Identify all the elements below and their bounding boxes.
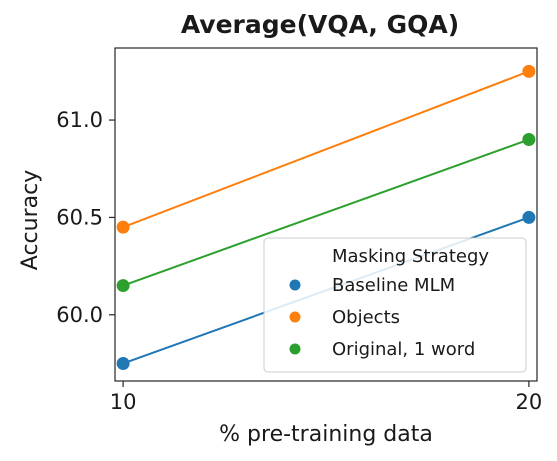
- data-point-0-0: [116, 356, 130, 370]
- data-point-1-1: [522, 64, 536, 78]
- plot-frame: [114, 47, 538, 382]
- series-line-2: [122, 138, 530, 287]
- y-axis-label: Accuracy: [18, 170, 43, 270]
- x-axis-label: % pre-training data: [219, 422, 433, 447]
- y-tick-label-2: 61.0: [56, 108, 103, 132]
- legend-label-1: Objects: [332, 307, 400, 328]
- legend-label-2: Original, 1 word: [332, 339, 475, 360]
- legend-marker-0: [289, 279, 301, 291]
- series-line-1: [122, 70, 530, 229]
- data-point-0-1: [522, 210, 536, 224]
- x-tick-label-1: 20: [516, 390, 543, 414]
- chart-title: Average(VQA, GQA): [181, 10, 459, 39]
- data-point-2-0: [116, 279, 130, 293]
- data-point-1-0: [116, 220, 130, 234]
- legend-items: Baseline MLM Objects Original, 1 word: [289, 275, 475, 360]
- y-tick-label-0: 60.0: [56, 303, 103, 327]
- x-tick-label-0: 10: [110, 390, 137, 414]
- legend-label-0: Baseline MLM: [332, 275, 455, 296]
- legend-marker-2: [289, 343, 301, 355]
- legend: Masking Strategy Baseline MLM Objects Orig…: [263, 237, 527, 373]
- legend-marker-1: [289, 311, 301, 323]
- legend-title: Masking Strategy: [332, 246, 489, 267]
- y-tick-label-1: 60.5: [56, 205, 103, 229]
- legend-frame: [263, 237, 527, 373]
- data-point-2-1: [522, 133, 536, 147]
